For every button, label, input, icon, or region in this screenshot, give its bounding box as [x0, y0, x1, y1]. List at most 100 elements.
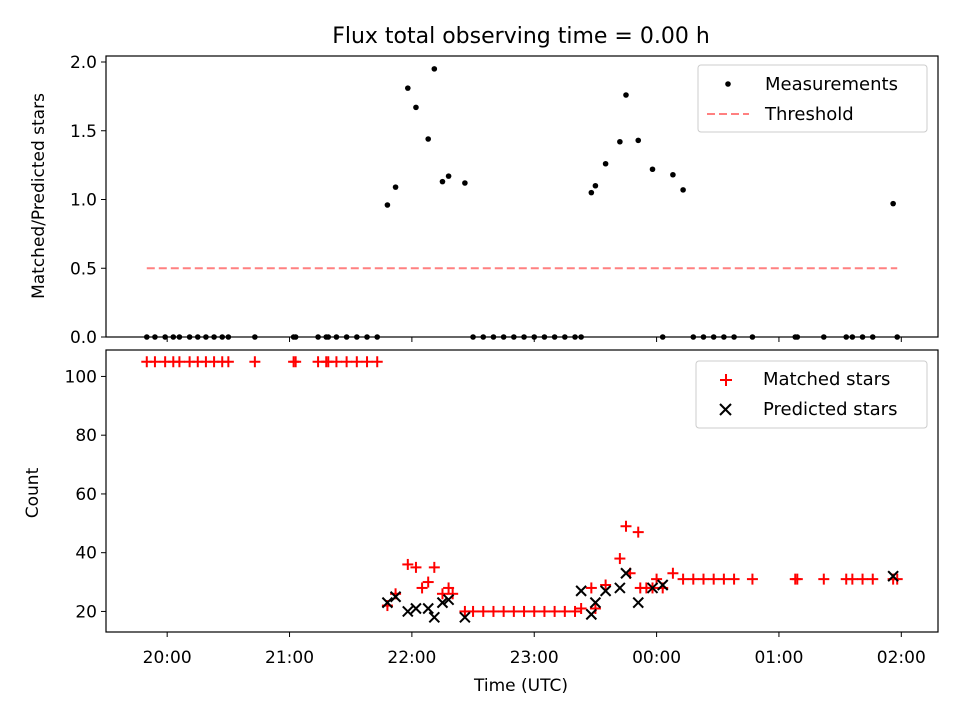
measurement-point — [462, 180, 468, 186]
matched-star-marker — [589, 603, 601, 614]
measurement-point — [325, 334, 332, 340]
matched-star-marker — [634, 582, 646, 594]
matched-star-marker — [746, 573, 758, 585]
measurement-point — [392, 184, 399, 190]
top-y-ticks: 0.0 0.5 1.0 1.5 2.0 — [70, 53, 106, 348]
legend-marker-measurements — [725, 81, 731, 87]
measurement-point — [413, 104, 419, 111]
top-y-tick-label: 2.0 — [70, 53, 97, 73]
measurement-point — [333, 334, 340, 340]
measurement-point — [225, 334, 232, 340]
predicted-star-marker — [436, 596, 449, 609]
bottom-y-ticks: 20 40 60 80 100 — [65, 367, 106, 622]
bottom-x-tick-label: 01:00 — [754, 648, 803, 668]
matched-star-marker — [447, 588, 459, 600]
measurement-point — [203, 334, 209, 340]
matched-star-marker — [687, 573, 699, 585]
measurement-point — [749, 334, 756, 340]
bottom-x-tick-label: 02:00 — [877, 648, 926, 668]
measurement-point — [500, 334, 507, 340]
matched-star-marker — [632, 526, 644, 538]
bottom-legend-box — [695, 360, 928, 429]
matched-star-marker — [508, 605, 520, 617]
matched-star-marker — [410, 561, 422, 573]
measurement-point — [541, 334, 548, 340]
matched-star-marker — [791, 573, 803, 585]
measurement-point — [670, 171, 676, 178]
measurement-point — [680, 187, 686, 193]
top-y-tick-label: 0.0 — [70, 328, 97, 348]
predicted-star-markers — [381, 567, 899, 624]
measurement-point — [143, 334, 150, 340]
bottom-x-tick-label: 21:00 — [265, 648, 314, 668]
measurement-point — [649, 166, 656, 173]
measurement-point — [480, 334, 487, 340]
matched-star-marker — [487, 605, 499, 617]
matched-star-marker — [477, 605, 489, 617]
measurement-point — [364, 334, 370, 340]
matched-star-marker — [728, 573, 740, 585]
matched-star-marker — [569, 605, 581, 617]
top-legend: Measurements Threshold — [697, 64, 928, 133]
matched-star-marker — [614, 553, 626, 565]
measurement-point — [617, 138, 623, 145]
top-y-axis-label: Matched/Predicted stars — [29, 93, 49, 299]
x-axis-label: Time (UTC) — [473, 676, 568, 696]
matched-star-marker — [371, 356, 383, 368]
matched-star-marker — [846, 573, 858, 585]
bottom-plot: 20 40 60 80 100 20:00 21:00 22:00 23:00 00:00 01:… — [23, 349, 939, 696]
matched-star-marker — [416, 582, 428, 594]
measurement-point — [176, 334, 183, 340]
matched-star-marker — [149, 356, 161, 368]
bottom-x-ticks: 20:00 21:00 22:00 23:00 00:00 01:00 02:00 — [143, 632, 926, 668]
predicted-star-marker — [389, 591, 402, 603]
predicted-star-marker — [459, 611, 471, 624]
matched-star-marker — [528, 605, 540, 617]
matched-star-marker — [443, 582, 455, 594]
top-plot: 0.00.51.01.52.0 Matched/Predicted stars … — [29, 53, 939, 348]
predicted-star-marker — [410, 602, 422, 615]
measurement-point — [623, 92, 629, 98]
bottom-x-tick-label: 22:00 — [387, 648, 436, 668]
predicted-star-marker — [381, 596, 394, 609]
measurement-point — [292, 334, 299, 340]
measurement-point — [721, 334, 727, 340]
measurement-point — [186, 334, 193, 340]
predicted-star-marker — [589, 596, 602, 609]
measurement-point — [690, 334, 697, 340]
measurement-point — [659, 334, 666, 340]
predicted-star-marker — [646, 582, 659, 594]
measurement-point — [425, 136, 431, 142]
measurement-point — [170, 334, 177, 340]
matched-star-marker — [559, 605, 571, 617]
measurement-point — [635, 137, 642, 144]
measurement-point — [374, 334, 381, 340]
measurement-point — [252, 334, 258, 340]
matched-star-markers — [141, 356, 903, 617]
measurement-point — [592, 182, 599, 189]
measurement-point — [572, 334, 578, 340]
top-y-tick-label: 1.0 — [70, 191, 97, 211]
measurement-point — [315, 334, 321, 340]
legend-label-matched: Matched stars — [763, 369, 890, 390]
matched-star-marker — [867, 573, 879, 585]
predicted-star-marker — [632, 596, 644, 609]
measurement-point — [384, 202, 391, 208]
matched-star-marker — [708, 573, 720, 585]
top-y-tick-label: 1.5 — [70, 122, 97, 142]
measurement-point — [445, 173, 452, 179]
bottom-plot-frame — [105, 349, 939, 633]
measurement-point — [490, 334, 497, 340]
bottom-x-tick-label: 23:00 — [510, 648, 559, 668]
measurement-point — [849, 334, 856, 340]
matched-star-marker — [173, 356, 185, 368]
measurement-point — [821, 334, 827, 340]
measurement-point — [578, 334, 584, 340]
bottom-x-tick-label: 00:00 — [632, 648, 681, 668]
matched-star-marker — [290, 356, 302, 368]
measurement-point — [794, 334, 801, 340]
legend-label-measurements: Measurements — [765, 74, 898, 95]
matched-star-marker — [402, 558, 414, 570]
matched-star-marker — [697, 573, 709, 585]
